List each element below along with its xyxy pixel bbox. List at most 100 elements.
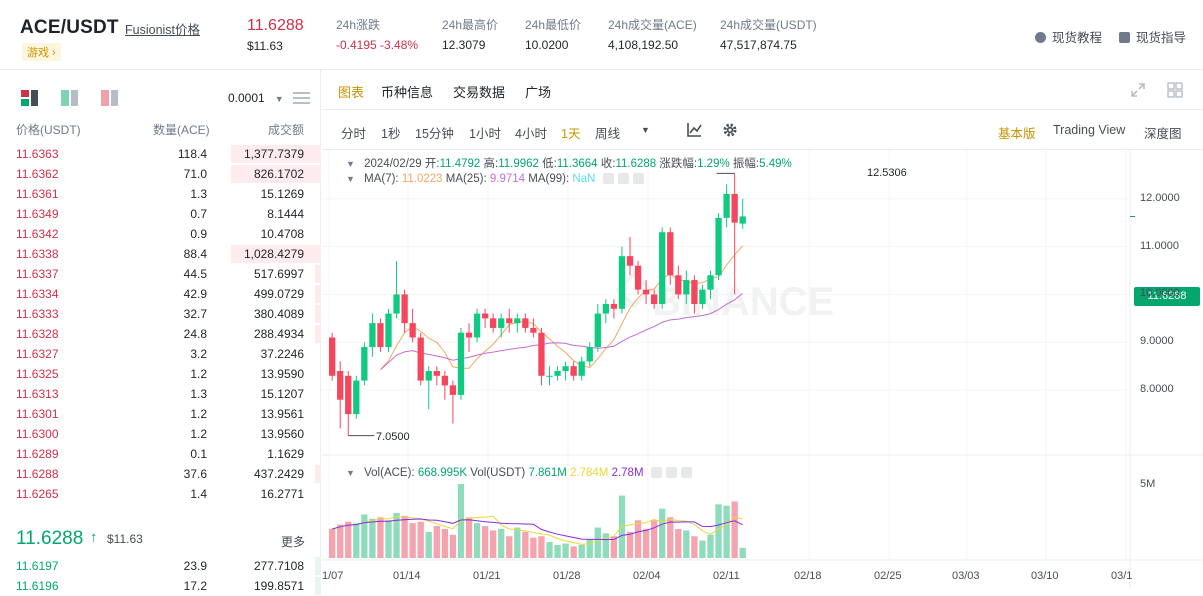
coin-price-link[interactable]: Fusionist价格 (125, 23, 201, 37)
orderbook-row[interactable]: 11.6342 0.9 10.4708 (0, 224, 321, 244)
row-price: 11.6196 (16, 579, 59, 593)
orderbook-row[interactable]: 11.6327 3.2 37.2246 (0, 344, 321, 364)
orderbook-settings-icon[interactable] (293, 89, 310, 106)
candle-body (441, 375, 448, 386)
orderbook-row[interactable]: 11.6300 1.2 13.9560 (0, 424, 321, 444)
collapse-caret-icon[interactable]: ▼ (346, 174, 355, 184)
legend-amp: 5.49% (759, 158, 792, 170)
tf-1w[interactable]: 周线 (595, 127, 621, 141)
view-basic[interactable]: 基本版 (998, 127, 1036, 141)
stat-label: 24h最低价 (525, 18, 582, 32)
candle-body (385, 313, 392, 348)
more-link[interactable]: 更多 (281, 535, 306, 549)
grid-layout-icon[interactable] (1167, 82, 1183, 98)
collapse-caret-icon[interactable]: ▼ (346, 159, 355, 169)
tf-1h[interactable]: 1小时 (469, 127, 501, 141)
eye-icon[interactable] (650, 467, 662, 478)
document-icon (1119, 32, 1130, 43)
orderbook-row[interactable]: 11.6349 0.7 8.1444 (0, 204, 321, 224)
vol-ma-line (332, 515, 743, 545)
candle-body (570, 366, 577, 376)
expand-icon[interactable] (1130, 82, 1146, 98)
candle-body (465, 332, 473, 338)
orderbook-row[interactable]: 11.6361 1.3 15.1269 (0, 184, 321, 204)
spot-guide-link[interactable]: 现货指导 (1119, 27, 1186, 46)
kline-chart[interactable]: BINANCE ▼ 2024/02/29 开:11.4792 高:11.9962… (322, 150, 1203, 588)
legend-vol-ace: 668.995K (417, 467, 468, 479)
tf-4h[interactable]: 4小时 (515, 127, 547, 141)
volume-bar (465, 517, 473, 558)
orderbook-row[interactable]: 11.6301 1.2 13.9561 (0, 404, 321, 424)
timeframe-dropdown-icon[interactable]: ▼ (641, 125, 650, 135)
row-qty: 1.2 (190, 367, 207, 381)
spot-tutorial-link[interactable]: 现货教程 (1035, 27, 1102, 46)
orderbook-row[interactable]: 11.6197 23.9 277.7108 (0, 556, 321, 576)
tab-coin-info[interactable]: 币种信息 (381, 85, 434, 100)
precision-select[interactable]: 0.0001 ▼ (228, 91, 284, 105)
close-icon[interactable] (680, 467, 692, 478)
orderbook-row[interactable]: 11.6334 42.9 499.0729 (0, 284, 321, 304)
view-depth[interactable]: 深度图 (1144, 127, 1182, 141)
arrow-up-icon: ↑ (90, 529, 98, 546)
depth-bar (315, 465, 321, 483)
volume-bar (691, 536, 698, 558)
tab-square[interactable]: 广场 (525, 85, 552, 100)
orderbook-row[interactable]: 11.6325 1.2 13.9590 (0, 364, 321, 384)
orderbook-row[interactable]: 11.6338 88.4 1,028.4279 (0, 244, 321, 264)
stat-label: 24h涨跌 (336, 18, 381, 32)
row-total: 499.0729 (253, 287, 304, 301)
candle-body (578, 361, 585, 376)
settings-icon[interactable] (617, 173, 629, 184)
settings-icon[interactable] (665, 467, 677, 478)
volume-bar (651, 520, 658, 558)
row-price: 11.6313 (16, 387, 59, 401)
volume-bar (329, 528, 336, 558)
row-total: 380.4089 (253, 307, 304, 321)
orderbook-row[interactable]: 11.6196 17.2 199.8571 (0, 576, 321, 596)
candle-body (546, 375, 553, 377)
orderbook-row[interactable]: 11.6337 44.5 517.6997 (0, 264, 321, 284)
orderbook-row[interactable]: 11.6289 0.1 1.1629 (0, 444, 321, 464)
orderbook-bids-mode-icon[interactable] (61, 90, 78, 106)
tf-timeline[interactable]: 分时 (341, 127, 367, 141)
orderbook-asks-mode-icon[interactable] (101, 90, 118, 106)
tf-15m[interactable]: 15分钟 (415, 127, 454, 141)
time-tick-label: 1/07 (322, 570, 344, 582)
orderbook-row[interactable]: 11.6313 1.3 15.1207 (0, 384, 321, 404)
gear-icon[interactable] (722, 122, 738, 138)
volume-bar (425, 531, 432, 558)
mid-price[interactable]: 11.6288 (16, 528, 84, 549)
collapse-caret-icon[interactable]: ▼ (346, 468, 355, 478)
close-icon[interactable] (632, 173, 644, 184)
time-tick-label: 03/03 (952, 570, 980, 582)
orderbook-row[interactable]: 11.6328 24.8 288.4934 (0, 324, 321, 344)
depth-bar (315, 265, 321, 283)
indicator-chart-icon[interactable] (686, 122, 702, 138)
kline-svg: BINANCE (322, 150, 1203, 588)
spot-guide-label: 现货指导 (1136, 31, 1187, 45)
eye-icon[interactable] (602, 173, 614, 184)
candle-body (707, 275, 714, 290)
orderbook-row[interactable]: 11.6363 118.4 1,377.7379 (0, 144, 321, 164)
orderbook-row[interactable]: 11.6362 71.0 826.1702 (0, 164, 321, 184)
row-price: 11.6342 (16, 227, 59, 241)
category-tag[interactable]: 游戏 › (22, 43, 61, 61)
asks-list: 11.6363 118.4 1,377.7379 11.6362 71.0 826.170… (0, 144, 321, 504)
volume-bar (707, 534, 714, 558)
tf-1s[interactable]: 1秒 (381, 127, 401, 141)
orderbook-row[interactable]: 11.6333 32.7 380.4089 (0, 304, 321, 324)
tab-chart[interactable]: 图表 (338, 85, 365, 100)
ma-legend: ▼ MA(7): 11.0223 MA(25): 9.9714 MA(99): … (346, 173, 644, 185)
spot-tutorial-label: 现货教程 (1052, 31, 1103, 45)
candle-body (562, 366, 569, 371)
row-total: 437.2429 (253, 467, 304, 481)
orderbook-row[interactable]: 11.6265 1.4 16.2771 (0, 484, 321, 504)
orderbook-row[interactable]: 11.6288 37.6 437.2429 (0, 464, 321, 484)
volume-bar (337, 524, 344, 558)
tf-1d[interactable]: 1天 (561, 127, 581, 141)
view-tradingview[interactable]: Trading View (1053, 123, 1126, 137)
volume-bar (530, 537, 537, 558)
tab-trading-data[interactable]: 交易数据 (453, 85, 506, 100)
time-tick-label: 03/10 (1031, 570, 1059, 582)
orderbook-both-mode-icon[interactable] (21, 90, 38, 106)
